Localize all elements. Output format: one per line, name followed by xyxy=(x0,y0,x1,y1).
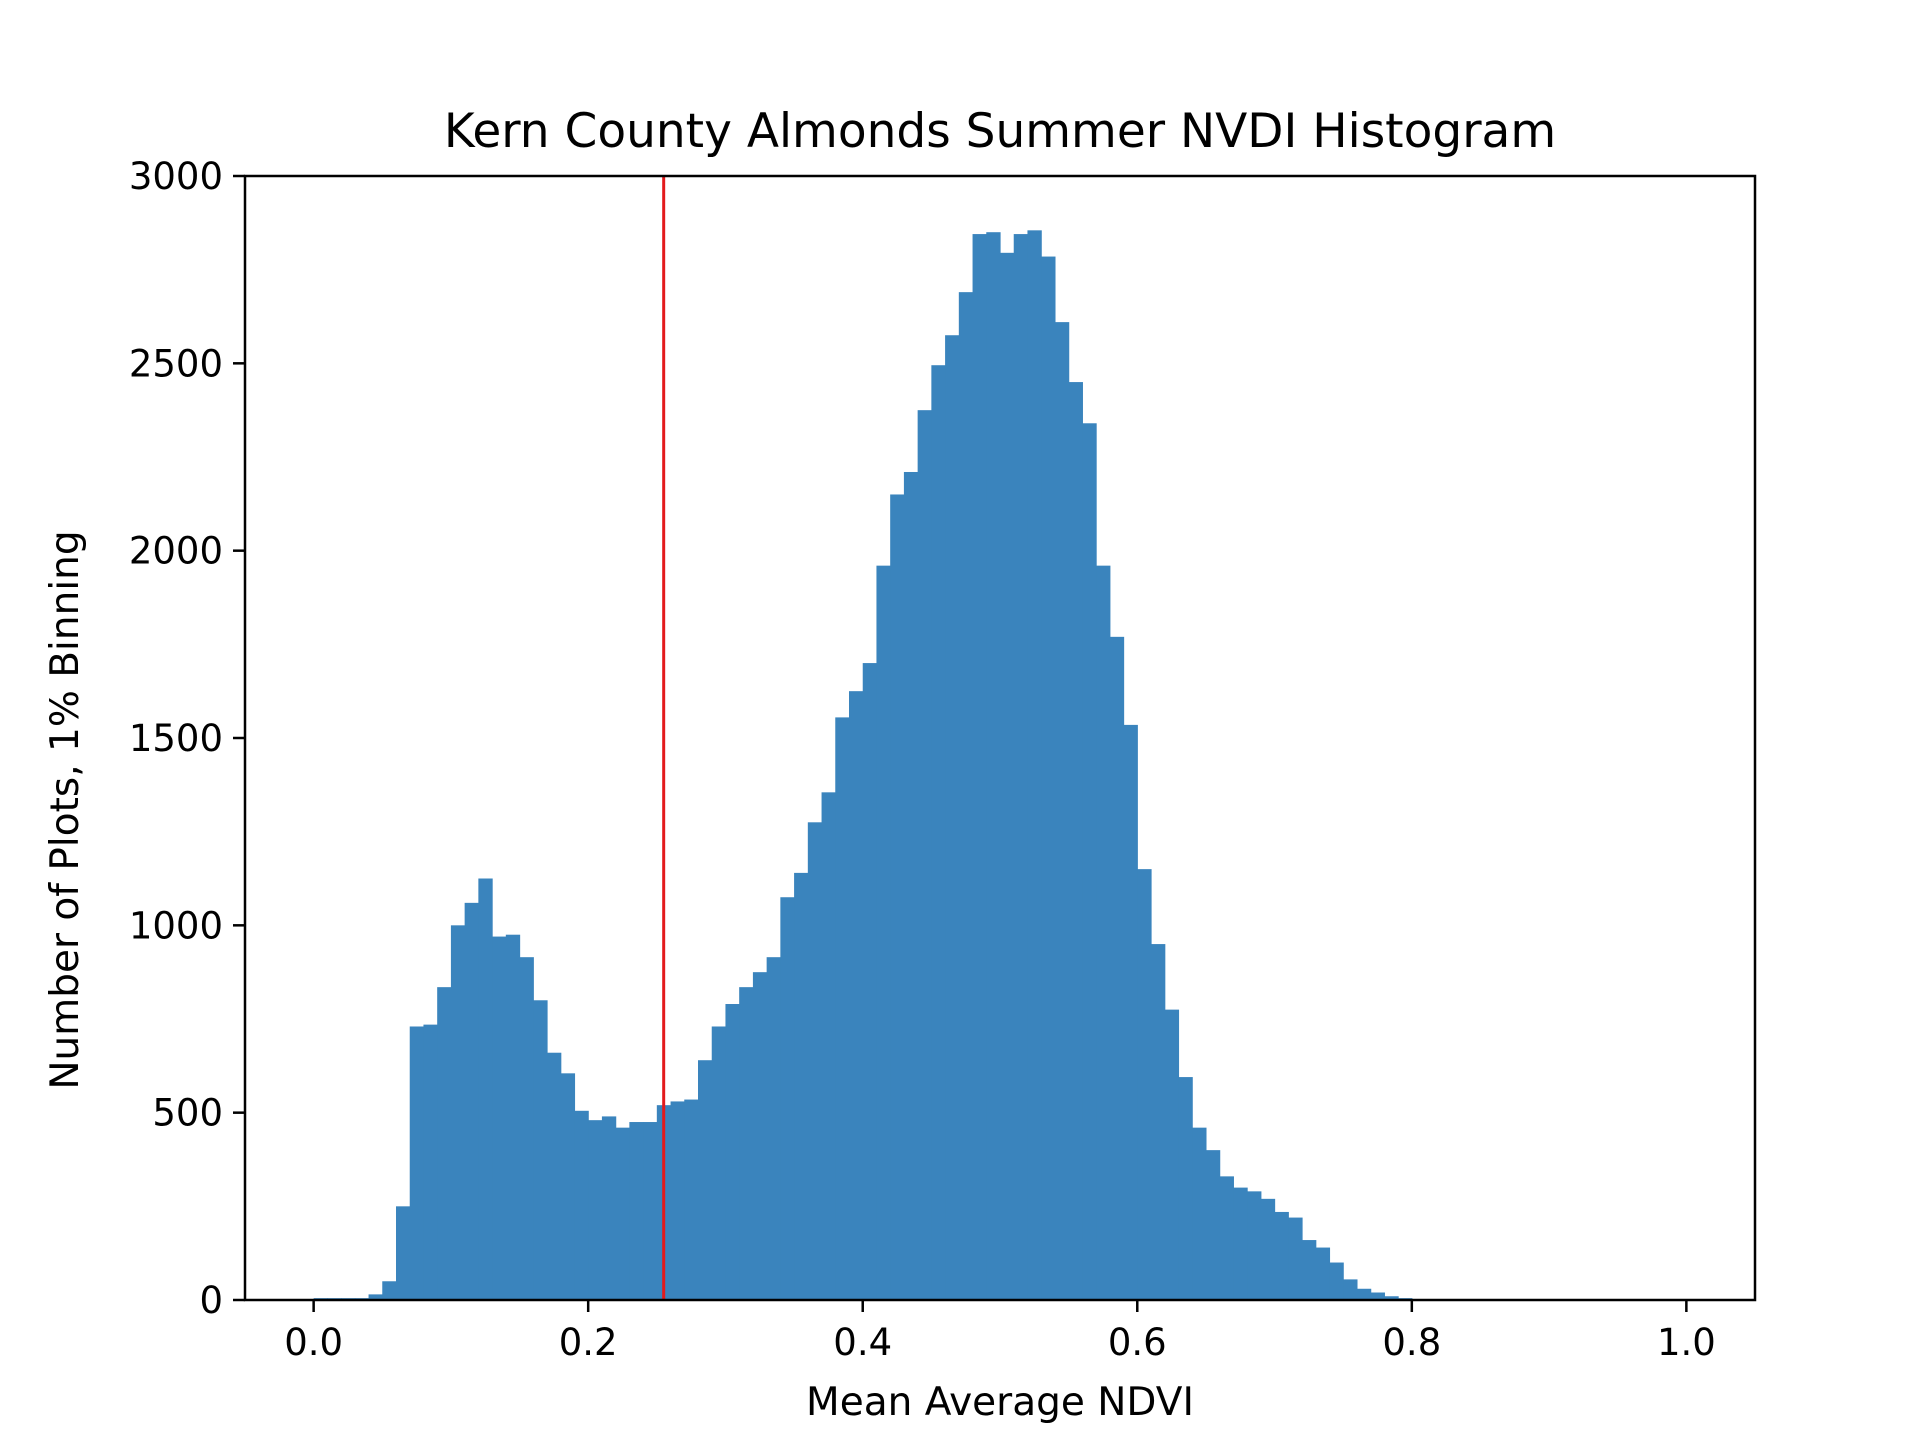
histogram-bar xyxy=(492,936,507,1300)
histogram-bar xyxy=(1233,1187,1248,1300)
histogram-bar xyxy=(1013,234,1029,1300)
histogram-bar xyxy=(464,902,479,1300)
histogram-bar xyxy=(1109,636,1125,1300)
histogram-bar xyxy=(533,1000,548,1300)
histogram-bar xyxy=(807,822,823,1300)
y-tick-label: 0 xyxy=(199,1279,223,1322)
x-tick-label: 0.8 xyxy=(1382,1321,1441,1364)
histogram-bar xyxy=(1356,1288,1372,1300)
histogram-bar xyxy=(849,691,864,1300)
histogram-bar xyxy=(1068,382,1083,1300)
histogram-bar xyxy=(1219,1176,1234,1300)
histogram-bar xyxy=(547,1052,562,1300)
histogram-bar xyxy=(739,987,754,1300)
histogram-bar xyxy=(890,494,905,1301)
x-axis-ticks: 0.0 0.2 0.4 0.6 0.8 1.0 xyxy=(284,1300,1716,1364)
histogram-bar xyxy=(1178,1077,1193,1300)
histogram-bar xyxy=(766,957,781,1300)
plot-frame xyxy=(243,174,1757,1302)
histogram-bar xyxy=(1205,1150,1221,1300)
y-tick-label: 2000 xyxy=(129,530,223,573)
histogram-bar xyxy=(382,1281,397,1300)
histogram-bar xyxy=(794,872,809,1300)
histogram-bar xyxy=(601,1116,617,1300)
histogram-bar xyxy=(684,1099,699,1300)
histogram-bar xyxy=(1288,1217,1303,1300)
histogram-bar xyxy=(409,1026,425,1300)
chart-title: Kern County Almonds Summer NVDI Histogra… xyxy=(444,104,1556,159)
histogram-bar xyxy=(396,1206,411,1300)
histogram-bar xyxy=(752,972,768,1300)
histogram-bar xyxy=(505,934,521,1300)
x-tick-label: 0.2 xyxy=(559,1321,618,1364)
histogram-bar xyxy=(629,1122,644,1300)
histogram-bar xyxy=(643,1122,658,1300)
histogram-bar xyxy=(615,1127,630,1300)
histogram-bar xyxy=(1123,724,1138,1300)
histogram-bar xyxy=(574,1110,589,1300)
y-axis-ticks: 0 500 1000 1500 2000 2500 3000 xyxy=(129,155,245,1322)
histogram-bar xyxy=(1302,1240,1317,1300)
y-tick-label: 500 xyxy=(152,1092,223,1135)
histogram-bar xyxy=(1027,230,1042,1301)
histogram-bar xyxy=(1054,322,1070,1300)
histogram-bar xyxy=(450,925,466,1300)
histogram-bar xyxy=(588,1120,603,1300)
histogram-bar xyxy=(1343,1279,1358,1300)
histogram-bar xyxy=(917,410,932,1300)
x-tick-label: 0.0 xyxy=(284,1321,343,1364)
histogram-bar xyxy=(1370,1292,1385,1300)
y-tick-label: 3000 xyxy=(129,155,223,198)
x-tick-label: 0.4 xyxy=(833,1321,892,1364)
histogram-bar xyxy=(698,1060,713,1300)
histogram-bar xyxy=(1260,1198,1276,1300)
histogram-bar xyxy=(903,471,919,1300)
y-tick-label: 2500 xyxy=(129,342,223,385)
histogram-bar xyxy=(1315,1247,1331,1300)
histogram-bar xyxy=(986,232,1001,1301)
histogram-bar xyxy=(437,987,452,1300)
histogram-bar xyxy=(478,878,493,1300)
histogram-bar xyxy=(711,1026,727,1300)
x-tick-label: 0.6 xyxy=(1108,1321,1167,1364)
histogram-bar xyxy=(1247,1191,1262,1300)
histogram-bar xyxy=(1151,944,1166,1300)
histogram-bar xyxy=(780,897,795,1300)
histogram-bar xyxy=(519,957,534,1300)
histogram-bar xyxy=(670,1101,685,1300)
x-axis-label: Mean Average NDVI xyxy=(806,1380,1194,1425)
y-axis-label: Number of Plots, 1% Binning xyxy=(43,530,88,1089)
histogram-bar xyxy=(1137,869,1152,1300)
histogram-bar xyxy=(1192,1127,1207,1300)
histogram-bar xyxy=(931,365,946,1301)
histogram-bar xyxy=(725,1004,740,1300)
y-tick-label: 1500 xyxy=(129,717,223,760)
histogram-bar xyxy=(862,663,878,1300)
histogram-bar xyxy=(1384,1296,1399,1300)
histogram-bar xyxy=(1329,1262,1344,1300)
y-tick-label: 1000 xyxy=(129,904,223,947)
histogram-bar xyxy=(1164,1009,1180,1300)
histogram-bar xyxy=(560,1073,576,1300)
histogram-bar xyxy=(423,1024,438,1300)
histogram-bar xyxy=(945,335,960,1301)
histogram-bar xyxy=(1041,256,1056,1300)
histogram-bar xyxy=(1096,565,1111,1300)
x-tick-label: 1.0 xyxy=(1657,1321,1716,1364)
histogram-bar xyxy=(368,1294,383,1300)
histogram-bar xyxy=(958,292,974,1300)
histogram-bar xyxy=(1274,1211,1289,1300)
histogram-bar xyxy=(876,565,891,1300)
histogram-bars xyxy=(313,230,1427,1301)
histogram-bar xyxy=(835,717,850,1300)
histogram-bar xyxy=(1082,423,1097,1300)
histogram-bar xyxy=(1000,252,1015,1300)
histogram-bar xyxy=(821,792,836,1300)
histogram-bar xyxy=(972,234,987,1300)
